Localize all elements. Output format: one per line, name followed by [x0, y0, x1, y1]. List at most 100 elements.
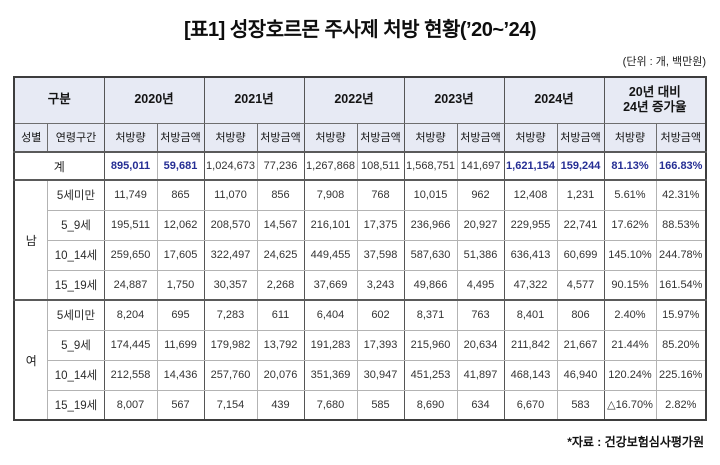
header-year-2024: 2024년: [503, 76, 605, 124]
data-cell: 611: [256, 299, 305, 331]
header-growth-rate: 20년 대비 24년 증가율: [603, 76, 707, 124]
data-cell: 145.10%: [603, 239, 657, 271]
header-qty: 처방량: [303, 122, 358, 153]
header-amt: 처방금액: [256, 122, 305, 153]
data-cell: 695: [156, 299, 205, 331]
page-title: [표1] 성장호르몬 주사제 처방 현황(’20~’24): [184, 19, 536, 41]
data-cell: 259,650: [103, 239, 158, 271]
data-cell: 1,621,154: [503, 151, 558, 181]
data-cell: 229,955: [503, 209, 558, 241]
data-cell: △16.70%: [603, 389, 657, 421]
data-cell: 141,697: [456, 151, 505, 181]
data-cell: 636,413: [503, 239, 558, 271]
data-cell: 634: [456, 389, 505, 421]
data-cell: 962: [456, 179, 505, 211]
data-cell: 567: [156, 389, 205, 421]
data-cell: 856: [256, 179, 305, 211]
table-row: 15_19세 24,887 1,750 30,357 2,268 37,669 3,243 4…: [14, 269, 707, 301]
data-cell: 179,982: [203, 329, 258, 361]
data-cell: 8,371: [403, 299, 458, 331]
data-cell: 7,154: [203, 389, 258, 421]
data-cell: 10,015: [403, 179, 458, 211]
data-cell: 587,630: [403, 239, 458, 271]
data-cell: 47,322: [503, 269, 558, 301]
age-label: 15_19세: [47, 269, 105, 301]
data-cell: 41,897: [456, 359, 505, 391]
data-cell: 11,070: [203, 179, 258, 211]
data-cell: 585: [356, 389, 405, 421]
data-cell: 449,455: [303, 239, 358, 271]
data-cell: 24,625: [256, 239, 305, 271]
header-amt: 처방금액: [356, 122, 405, 153]
header-qty: 처방량: [603, 122, 657, 153]
data-cell: 602: [356, 299, 405, 331]
data-cell: 17,605: [156, 239, 205, 271]
table-row: 10_14세 212,558 14,436 257,760 20,076 351,369 3…: [14, 359, 707, 391]
data-cell: 195,511: [103, 209, 158, 241]
header-growth-line2: 24년 증가율: [623, 100, 687, 115]
age-label: 5세미만: [47, 299, 105, 331]
data-cell: 468,143: [503, 359, 558, 391]
header-qty: 처방량: [103, 122, 158, 153]
data-cell: 81.13%: [603, 151, 657, 181]
data-cell: 20,634: [456, 329, 505, 361]
data-cell: 30,357: [203, 269, 258, 301]
data-cell: 865: [156, 179, 205, 211]
data-cell: 21.44%: [603, 329, 657, 361]
data-cell: 37,669: [303, 269, 358, 301]
header-growth-line1: 20년 대비: [628, 84, 681, 99]
data-cell: 225.16%: [655, 359, 707, 391]
data-cell: 439: [256, 389, 305, 421]
header-row-sub: 성별 연령구간 처방량 처방금액 처방량 처방금액 처방량 처방금액 처방량 처…: [13, 122, 707, 153]
header-qty: 처방량: [403, 122, 458, 153]
data-cell: 2.40%: [603, 299, 657, 331]
data-cell: 215,960: [403, 329, 458, 361]
data-cell: 21,667: [556, 329, 605, 361]
data-cell: 2.82%: [655, 389, 707, 421]
data-cell: 7,680: [303, 389, 358, 421]
data-cell: 895,011: [103, 151, 158, 181]
data-cell: 11,749: [103, 179, 158, 211]
table-row: 여 5세미만 8,204 695 7,283 611 6,404 602 8,371 763 8,4…: [13, 299, 707, 421]
data-cell: 17,375: [356, 209, 405, 241]
data-cell: 120.24%: [603, 359, 657, 391]
data-cell: 51,386: [456, 239, 505, 271]
data-cell: 159,244: [556, 151, 605, 181]
data-cell: 191,283: [303, 329, 358, 361]
header-year-2021: 2021년: [203, 76, 305, 124]
gender-label: 여: [13, 299, 49, 421]
data-cell: 211,842: [503, 329, 558, 361]
header-amt: 처방금액: [556, 122, 605, 153]
data-cell: 49,866: [403, 269, 458, 301]
data-cell: 60,699: [556, 239, 605, 271]
data-cell: 7,908: [303, 179, 358, 211]
age-label: 15_19세: [47, 389, 105, 421]
data-cell: 763: [456, 299, 505, 331]
header-year-2022: 2022년: [303, 76, 405, 124]
data-cell: 15.97%: [655, 299, 707, 331]
age-label: 5_9세: [47, 329, 105, 361]
table-row: 10_14세 259,650 17,605 322,497 24,625 449,455 3…: [14, 239, 707, 271]
source-note: *자료 : 건강보험심사평가원: [567, 435, 704, 449]
table-row: 5_9세 195,511 12,062 208,570 14,567 216,101 17,…: [14, 209, 707, 241]
unit-note: (단위 : 개, 백만원): [622, 56, 706, 68]
data-cell: 4,577: [556, 269, 605, 301]
data-cell: 583: [556, 389, 605, 421]
data-cell: 59,681: [156, 151, 205, 181]
data-cell: 8,401: [503, 299, 558, 331]
data-cell: 88.53%: [655, 209, 707, 241]
age-label: 5세미만: [47, 179, 105, 211]
header-amt: 처방금액: [156, 122, 205, 153]
data-cell: 108,511: [356, 151, 405, 181]
data-cell: 351,369: [303, 359, 358, 391]
data-cell: 5.61%: [603, 179, 657, 211]
data-cell: 257,760: [203, 359, 258, 391]
data-cell: 8,690: [403, 389, 458, 421]
table-row: 15_19세 8,007 567 7,154 439 7,680 585 8,690 634 6,…: [14, 389, 707, 421]
data-cell: 90.15%: [603, 269, 657, 301]
data-cell: 8,007: [103, 389, 158, 421]
data-cell: 1,568,751: [403, 151, 458, 181]
header-qty: 처방량: [203, 122, 258, 153]
data-cell: 14,567: [256, 209, 305, 241]
